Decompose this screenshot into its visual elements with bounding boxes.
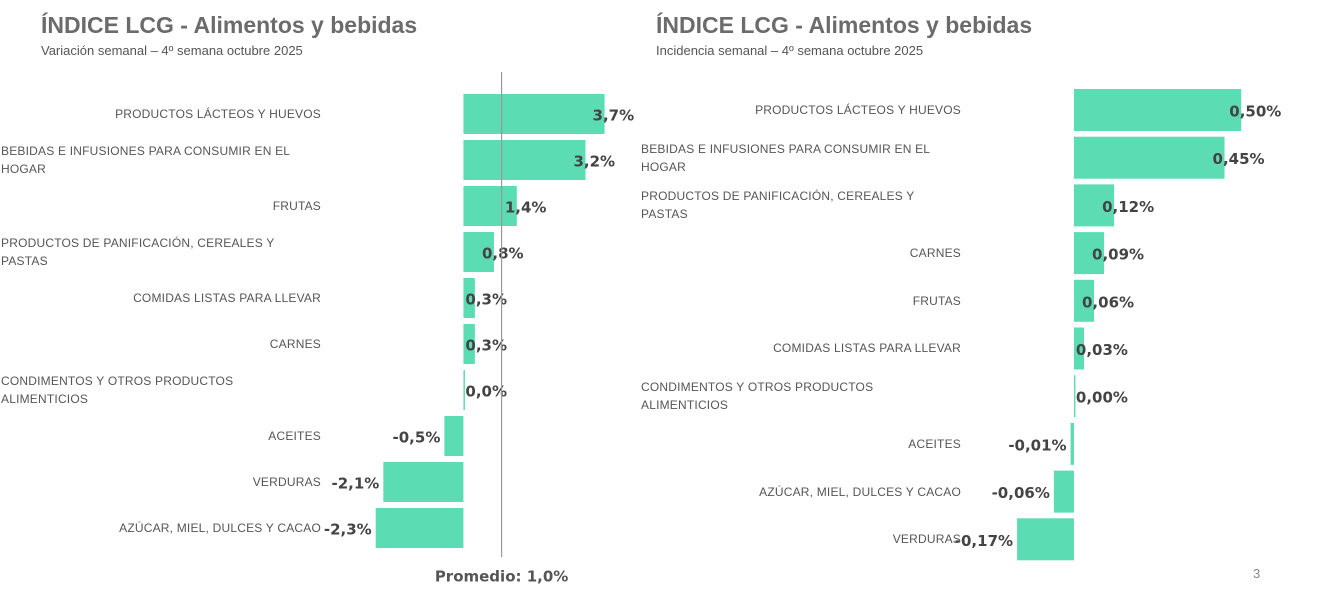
value-label: 0,50% (1229, 103, 1281, 121)
value-label: -2,3% (324, 521, 372, 539)
bar (463, 186, 517, 226)
chart-subtitle: Incidencia semanal – 4º semana octubre 2… (656, 43, 924, 58)
category-label: CARNES (1, 321, 321, 367)
category-label: ACEITES (641, 420, 961, 468)
category-label: FRUTAS (1, 183, 321, 229)
value-label: 3,2% (573, 153, 615, 171)
bar (1073, 136, 1225, 179)
category-label: BEBIDAS E INFUSIONES PARA CONSUMIR EN EL… (1, 137, 321, 183)
category-text: BEBIDAS E INFUSIONES PARA CONSUMIR EN EL… (1, 144, 290, 176)
value-label: 1,4% (505, 199, 547, 217)
bar (1073, 327, 1084, 370)
bar (463, 370, 465, 410)
value-label: 0,8% (482, 245, 524, 263)
category-text: VERDURAS (252, 475, 321, 489)
category-label: CARNES (641, 229, 961, 277)
category-label: PRODUCTOS DE PANIFICACIÓN, CEREALES Y PA… (641, 182, 961, 230)
category-label: ACEITES (1, 413, 321, 459)
category-text: PRODUCTOS LÁCTEOS Y HUEVOS (115, 107, 321, 121)
page-number: 3 (1253, 566, 1261, 581)
chart-title: ÍNDICE LCG - Alimentos y bebidas (656, 12, 1033, 38)
category-text: ACEITES (268, 429, 321, 443)
category-label: FRUTAS (641, 277, 961, 325)
value-label: 0,3% (465, 337, 507, 355)
bar (463, 232, 494, 272)
bar (1073, 279, 1095, 322)
bar (463, 140, 586, 180)
value-label: -0,01% (1008, 436, 1066, 454)
category-text: ACEITES (908, 436, 961, 451)
category-label: AZÚCAR, MIEL, DULCES Y CACAO (641, 468, 961, 516)
bar (1073, 375, 1076, 418)
category-text: AZÚCAR, MIEL, DULCES Y CACAO (119, 521, 321, 535)
value-label: -0,06% (992, 484, 1050, 502)
category-label: BEBIDAS E INFUSIONES PARA CONSUMIR EN EL… (641, 134, 961, 182)
value-label: 0,3% (465, 291, 507, 309)
category-text: BEBIDAS E INFUSIONES PARA CONSUMIR EN EL… (641, 141, 930, 174)
bar (383, 462, 464, 502)
bar (463, 324, 475, 364)
category-text: CARNES (269, 337, 321, 351)
value-label: -0,17% (955, 532, 1013, 550)
bar (463, 94, 605, 134)
value-label: 3,7% (593, 107, 635, 125)
category-label: CONDIMENTOS Y OTROS PRODUCTOS ALIMENTICI… (1, 367, 321, 413)
value-label: 0,45% (1213, 150, 1265, 168)
category-label: CONDIMENTOS Y OTROS PRODUCTOS ALIMENTICI… (641, 372, 961, 420)
category-text: PRODUCTOS LÁCTEOS Y HUEVOS (755, 102, 961, 117)
bar (1073, 89, 1242, 131)
category-text: VERDURAS (892, 532, 961, 547)
value-label: -0,5% (393, 429, 441, 447)
category-label: PRODUCTOS LÁCTEOS Y HUEVOS (641, 86, 961, 134)
category-text: CONDIMENTOS Y OTROS PRODUCTOS ALIMENTICI… (1, 374, 234, 406)
bar (1053, 470, 1074, 513)
category-label: AZÚCAR, MIEL, DULCES Y CACAO (1, 505, 321, 551)
chart-subtitle: Variación semanal – 4º semana octubre 20… (41, 43, 303, 58)
chart-title: ÍNDICE LCG - Alimentos y bebidas (41, 12, 418, 38)
category-label: COMIDAS LISTAS PARA LLEVAR (641, 325, 961, 373)
bar (444, 416, 464, 456)
category-label: VERDURAS (641, 515, 961, 563)
category-label: COMIDAS LISTAS PARA LLEVAR (1, 275, 321, 321)
bar (375, 508, 464, 548)
value-label: 0,12% (1102, 198, 1154, 216)
category-label: PRODUCTOS LÁCTEOS Y HUEVOS (1, 91, 321, 137)
category-text: COMIDAS LISTAS PARA LLEVAR (773, 341, 961, 356)
bar (1073, 232, 1105, 275)
category-label: VERDURAS (1, 459, 321, 505)
category-text: COMIDAS LISTAS PARA LLEVAR (133, 291, 321, 305)
value-label: 0,06% (1082, 293, 1134, 311)
category-text: FRUTAS (912, 293, 961, 308)
value-label: 0,0% (465, 383, 507, 401)
category-label: PRODUCTOS DE PANIFICACIÓN, CEREALES Y PA… (1, 229, 321, 275)
bar (1073, 184, 1115, 227)
value-label: 0,09% (1092, 246, 1144, 264)
average-label: Promedio: 1,0% (435, 568, 569, 586)
value-label: 0,00% (1076, 389, 1128, 407)
value-label: 0,03% (1076, 341, 1128, 359)
category-text: PRODUCTOS DE PANIFICACIÓN, CEREALES Y PA… (1, 236, 275, 268)
category-text: AZÚCAR, MIEL, DULCES Y CACAO (759, 484, 961, 499)
category-text: FRUTAS (272, 199, 321, 213)
category-text: PRODUCTOS DE PANIFICACIÓN, CEREALES Y PA… (641, 189, 915, 222)
bar (1017, 518, 1074, 561)
bar (1070, 422, 1074, 465)
bar (463, 278, 475, 318)
value-label: -2,1% (332, 475, 380, 493)
category-text: CARNES (909, 246, 961, 261)
category-text: CONDIMENTOS Y OTROS PRODUCTOS ALIMENTICI… (641, 380, 874, 413)
